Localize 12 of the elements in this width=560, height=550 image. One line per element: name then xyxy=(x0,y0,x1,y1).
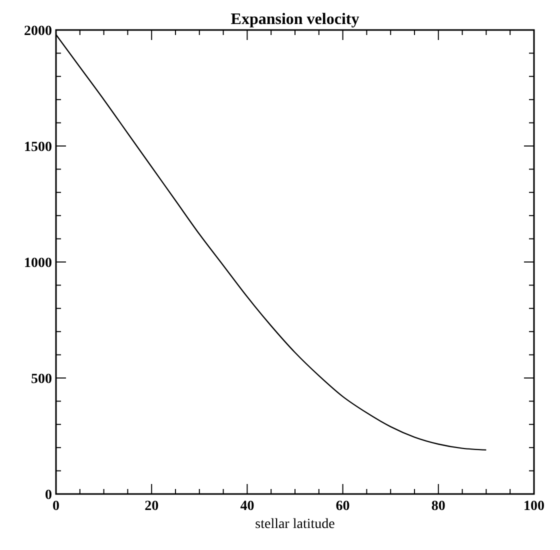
x-tick-label: 60 xyxy=(336,499,350,514)
x-axis-title: stellar latitude xyxy=(255,517,335,532)
x-tick-label: 40 xyxy=(240,499,254,514)
y-tick-label: 1000 xyxy=(24,256,52,271)
x-tick-label: 80 xyxy=(431,499,446,514)
y-tick-label: 500 xyxy=(31,372,52,387)
y-tick-label: 2000 xyxy=(24,24,52,39)
y-tick-label: 0 xyxy=(45,488,52,503)
x-tick-label: 20 xyxy=(144,499,159,514)
x-tick-label: 100 xyxy=(524,499,544,514)
chart-title: Expansion velocity xyxy=(230,11,360,28)
y-tick-label: 1500 xyxy=(24,140,52,155)
